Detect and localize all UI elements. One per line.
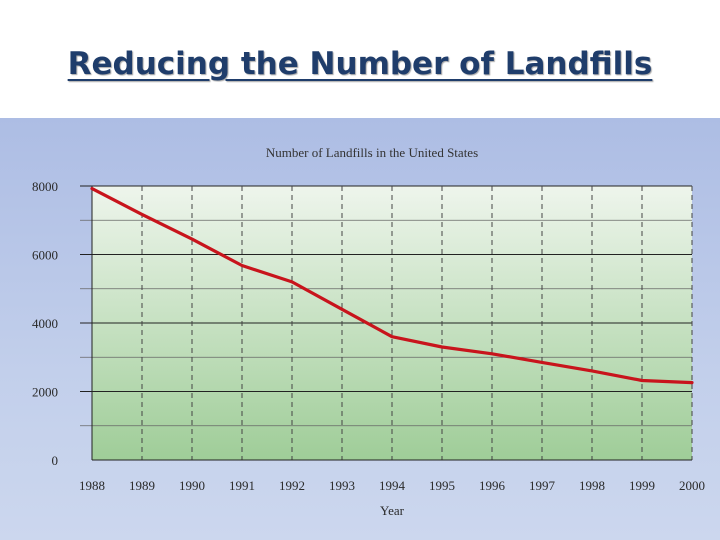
x-tick-label: 1991 xyxy=(229,478,255,493)
data-line xyxy=(90,186,694,385)
chart-panel: Number of Landfills in the United States… xyxy=(0,118,720,540)
x-tick-label: 1989 xyxy=(129,478,155,493)
slide-title: Reducing the Number of Landfills xyxy=(67,46,653,82)
x-tick-label: 1995 xyxy=(429,478,455,493)
x-tick-label: 1993 xyxy=(329,478,355,493)
y-tick-label: 2000 xyxy=(32,385,58,400)
x-tick-label: 1999 xyxy=(629,478,655,493)
x-tick-label: 1990 xyxy=(179,478,205,493)
series-layer xyxy=(90,186,694,385)
x-tick-label: 1994 xyxy=(379,478,406,493)
y-tick-label: 8000 xyxy=(32,179,58,194)
x-tick-label: 1992 xyxy=(279,478,305,493)
x-tick-label: 1998 xyxy=(579,478,605,493)
x-tick-label: 1997 xyxy=(529,478,556,493)
chart-title: Number of Landfills in the United States xyxy=(266,145,478,160)
x-tick-label: 1996 xyxy=(479,478,506,493)
y-tick-label: 6000 xyxy=(32,248,58,263)
y-tick-label: 4000 xyxy=(32,316,58,331)
axes xyxy=(91,186,692,461)
x-axis-label: Year xyxy=(380,503,405,518)
y-tick-label: 0 xyxy=(52,453,59,468)
grid xyxy=(80,185,693,460)
line-chart: Number of Landfills in the United States… xyxy=(32,145,705,518)
tick-labels: 0 2000 4000 6000 8000 1988 1989 1990 1991 1992 199… xyxy=(32,179,705,493)
x-tick-label: 2000 xyxy=(679,478,705,493)
x-tick-label: 1988 xyxy=(79,478,105,493)
